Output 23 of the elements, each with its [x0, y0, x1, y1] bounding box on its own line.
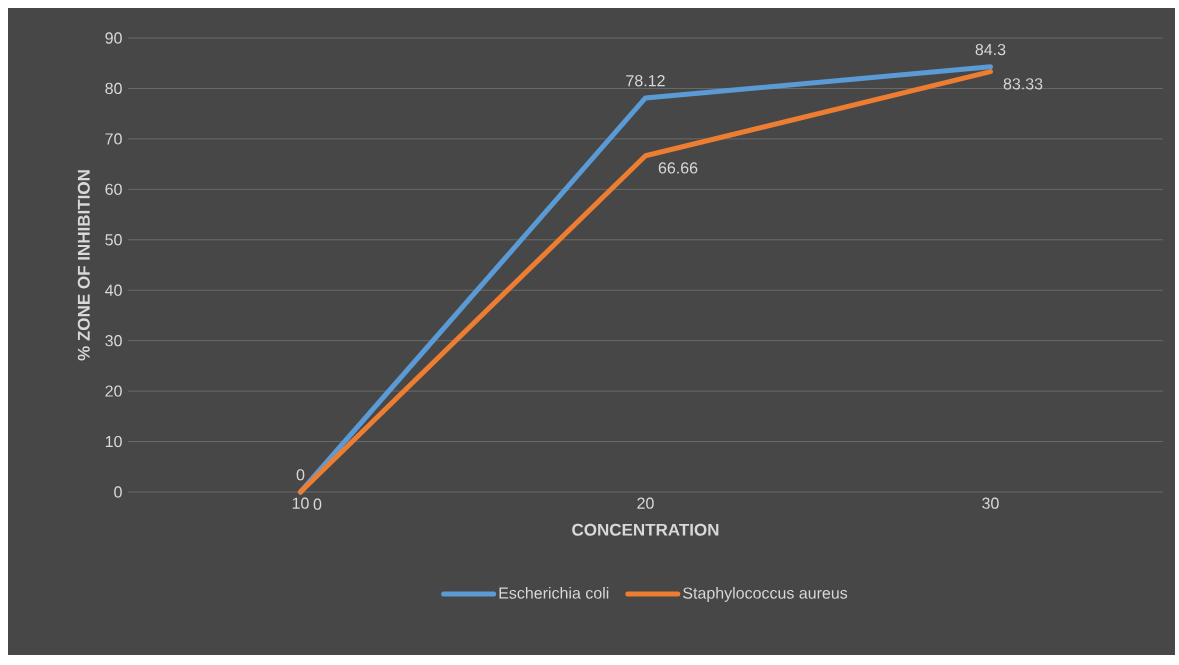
y-tick-label: 80 — [105, 82, 122, 95]
data-label: 83.33 — [1003, 78, 1043, 90]
data-label: 66.66 — [658, 162, 698, 174]
y-tick-label: 30 — [105, 335, 122, 347]
y-tick-label: 60 — [105, 183, 122, 195]
data-label: 0 — [313, 498, 322, 510]
y-tick-label: 10 — [105, 435, 122, 448]
x-tick-label: 30 — [982, 497, 999, 509]
legend-label: Escherichia coli — [499, 587, 609, 599]
data-label: 84.3 — [975, 43, 1006, 56]
y-tick-label: 20 — [105, 385, 122, 397]
x-tick-label: 20 — [637, 497, 654, 509]
y-tick-label: 50 — [105, 234, 122, 246]
y-tick-label: 70 — [105, 133, 122, 145]
data-label: 78.12 — [626, 75, 665, 87]
y-axis-title: % ZONE OF INHIBITION — [77, 170, 90, 361]
y-tick-label: 90 — [105, 32, 122, 44]
data-label: 0 — [296, 469, 305, 481]
y-tick-label: 0 — [114, 486, 122, 498]
y-tick-label: 40 — [105, 284, 122, 296]
legend-label: Staphylococcus aureus — [683, 587, 848, 602]
x-axis-title: CONCENTRATION — [572, 523, 719, 536]
x-tick-label: 10 — [292, 497, 309, 509]
